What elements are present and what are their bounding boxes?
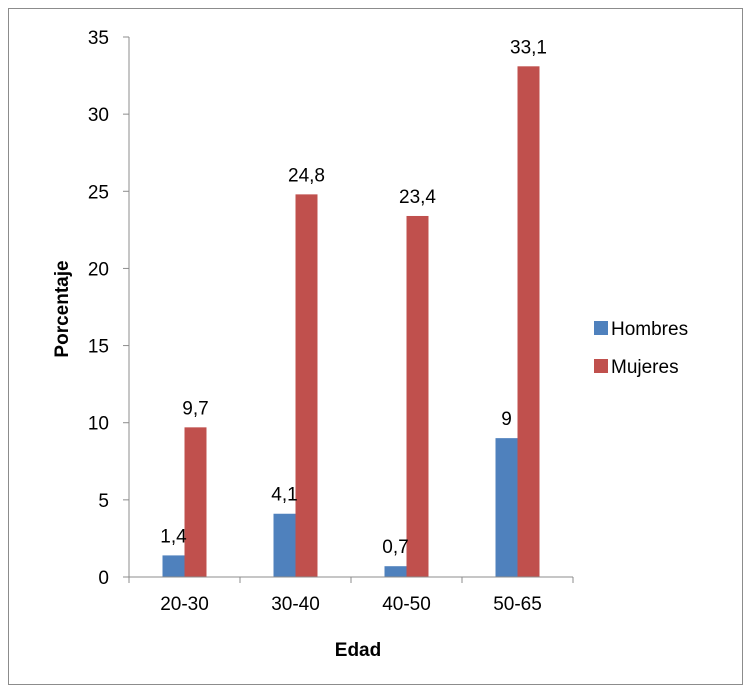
y-tick-label: 10: [88, 414, 109, 435]
legend: Hombres Mujeres: [594, 319, 688, 378]
bar-hombres-30-40: [273, 513, 296, 577]
bars: [162, 66, 540, 578]
x-tick-label: 30-40: [271, 594, 320, 615]
y-tick-label: 30: [88, 105, 109, 126]
bar-mujeres-20-30: [184, 427, 207, 577]
y-tick-label: 0: [98, 568, 109, 589]
data-label: 24,8: [288, 165, 325, 186]
legend-swatch-hombres: [594, 321, 608, 335]
y-axis-ticks: 0 5 10 15 20 25 30 35: [88, 28, 129, 589]
y-tick-label: 20: [88, 259, 109, 280]
y-tick-label: 5: [98, 491, 109, 512]
x-axis-ticks: 20-30 30-40 40-50 50-65: [128, 577, 574, 615]
bar-mujeres-30-40: [295, 194, 318, 577]
y-tick-label: 25: [88, 182, 109, 203]
y-axis-title: Porcentaje: [52, 260, 73, 357]
x-tick-label: 20-30: [160, 594, 209, 615]
legend-swatch-mujeres: [594, 359, 608, 373]
chart-frame: [8, 8, 743, 685]
bar-mujeres-50-65: [517, 66, 540, 578]
bar-mujeres-40-50: [406, 215, 429, 577]
bar-hombres-40-50: [384, 566, 407, 577]
x-tick-label: 40-50: [382, 594, 431, 615]
x-axis-title: Edad: [335, 640, 381, 661]
data-label: 4,1: [271, 485, 297, 506]
data-label: 23,4: [399, 187, 436, 208]
data-labels: 1,4 9,7 4,1 24,8 0,7 23,4 9 33,1: [160, 37, 547, 558]
y-tick-label: 15: [88, 337, 109, 358]
data-label: 1,4: [160, 526, 187, 547]
x-tick-label: 50-65: [493, 594, 542, 615]
data-label: 9,7: [182, 398, 208, 419]
bar-hombres-20-30: [162, 555, 185, 577]
data-label: 33,1: [510, 37, 547, 58]
data-label: 9: [501, 409, 512, 430]
y-tick-label: 35: [88, 28, 109, 49]
bar-hombres-50-65: [495, 438, 518, 577]
legend-label-hombres: Hombres: [611, 319, 688, 340]
legend-label-mujeres: Mujeres: [611, 357, 679, 378]
data-label: 0,7: [382, 537, 408, 558]
